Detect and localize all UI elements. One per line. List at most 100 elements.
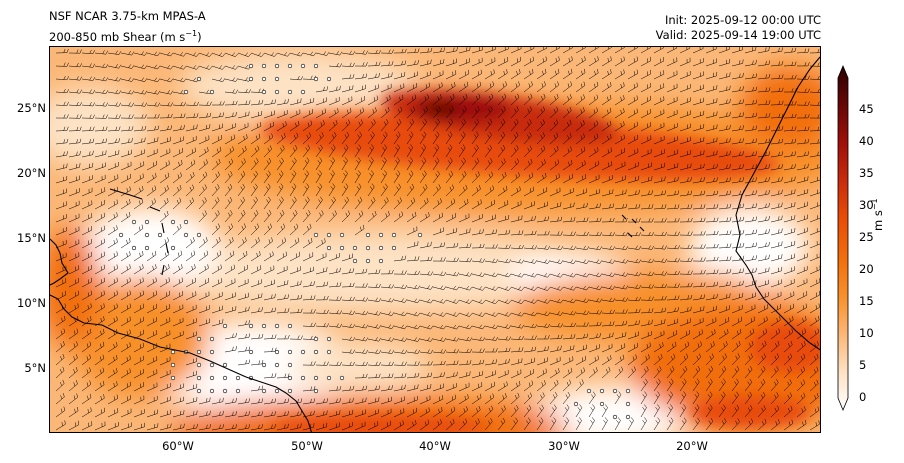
wind-barb bbox=[705, 177, 718, 184]
wind-barb bbox=[614, 354, 625, 366]
wind-barb bbox=[81, 162, 94, 171]
wind-barb bbox=[575, 188, 587, 197]
wind-barb bbox=[406, 349, 421, 354]
wind-barb bbox=[783, 151, 796, 158]
wind-barb bbox=[718, 353, 727, 366]
wind-barb bbox=[705, 317, 717, 327]
calm-marker bbox=[625, 401, 631, 407]
wind-barb bbox=[458, 406, 468, 418]
wind-barb bbox=[757, 215, 770, 223]
wind-barb bbox=[172, 383, 184, 392]
wind-barb bbox=[211, 237, 221, 249]
wind-barb bbox=[666, 83, 678, 93]
wind-barb bbox=[601, 120, 612, 132]
wind-barb bbox=[458, 118, 467, 132]
wind-barb bbox=[445, 337, 460, 342]
wind-barb bbox=[549, 245, 564, 250]
wind-barb bbox=[289, 75, 303, 81]
wind-barb bbox=[107, 199, 118, 210]
wind-barb bbox=[770, 266, 783, 275]
wind-barb bbox=[562, 379, 572, 392]
wind-barb bbox=[289, 196, 297, 210]
wind-barb bbox=[601, 56, 612, 67]
calm-marker bbox=[339, 232, 345, 238]
wind-barb bbox=[471, 299, 486, 304]
wind-barb bbox=[250, 251, 261, 262]
wind-barb bbox=[809, 48, 820, 54]
wind-barb bbox=[497, 299, 512, 304]
valid-time: Valid: 2025-09-14 19:00 UTC bbox=[655, 28, 821, 42]
calm-marker bbox=[586, 388, 592, 394]
calm-wind-markers bbox=[118, 63, 631, 420]
wind-barb bbox=[146, 160, 157, 171]
wind-barb bbox=[380, 72, 393, 80]
wind-barb bbox=[276, 398, 290, 405]
wind-barb bbox=[666, 136, 678, 145]
wind-barb bbox=[796, 62, 810, 67]
wind-barb bbox=[471, 57, 483, 67]
wind-barb bbox=[757, 138, 771, 145]
wind-barb bbox=[809, 379, 819, 392]
wind-barb bbox=[68, 150, 81, 158]
wind-barb bbox=[744, 47, 757, 54]
wind-barb bbox=[419, 118, 428, 132]
wind-barb bbox=[315, 108, 326, 119]
wind-barb bbox=[211, 52, 226, 57]
wind-barb bbox=[614, 134, 625, 145]
calm-marker bbox=[287, 63, 293, 69]
wind-barb bbox=[562, 106, 572, 119]
wind-barb bbox=[588, 133, 599, 145]
wind-barb bbox=[744, 190, 757, 197]
wind-barb bbox=[81, 290, 92, 301]
wind-barb bbox=[731, 203, 745, 210]
wind-barb bbox=[731, 404, 740, 418]
wind-barb bbox=[796, 303, 807, 314]
wind-barb bbox=[94, 264, 105, 275]
wind-barb bbox=[419, 82, 430, 93]
wind-barb bbox=[432, 395, 444, 405]
calm-marker bbox=[170, 362, 176, 368]
wind-barb bbox=[575, 245, 590, 251]
wind-barb bbox=[185, 147, 196, 158]
wind-barb bbox=[198, 112, 212, 119]
wind-barb bbox=[471, 336, 486, 342]
wind-barb bbox=[731, 177, 744, 184]
wind-barb bbox=[237, 158, 246, 171]
wind-barb bbox=[783, 303, 794, 314]
wind-barb bbox=[380, 157, 387, 171]
wind-barb bbox=[146, 343, 158, 353]
wind-barb bbox=[354, 84, 367, 93]
wind-barb bbox=[809, 420, 820, 431]
wind-barb bbox=[549, 132, 559, 145]
wind-barb bbox=[341, 196, 350, 210]
wind-barb bbox=[471, 106, 480, 119]
wind-barb bbox=[627, 331, 639, 340]
wind-barb bbox=[510, 158, 520, 171]
wind-barb bbox=[536, 132, 546, 145]
wind-barb bbox=[250, 209, 259, 223]
wind-barb bbox=[159, 185, 169, 197]
wind-barb bbox=[536, 404, 545, 418]
colorbar-tick-15: 15 bbox=[859, 294, 874, 308]
wind-barb bbox=[211, 264, 222, 275]
wind-barb bbox=[614, 417, 621, 431]
wind-barb bbox=[770, 100, 784, 106]
field-title-exponent: −1 bbox=[185, 29, 198, 38]
wind-barb bbox=[458, 312, 473, 317]
calm-marker bbox=[170, 375, 176, 381]
wind-barb bbox=[653, 283, 667, 289]
wind-barb bbox=[666, 365, 675, 379]
wind-barb bbox=[796, 151, 809, 158]
wind-barb bbox=[718, 85, 731, 93]
wind-barb bbox=[354, 310, 369, 316]
wind-barb bbox=[523, 186, 534, 197]
wind-barb bbox=[718, 190, 732, 197]
wind-barb bbox=[432, 157, 440, 171]
wind-barb bbox=[289, 183, 297, 197]
wind-barb bbox=[185, 159, 196, 171]
calm-marker bbox=[183, 89, 189, 95]
wind-barb bbox=[94, 251, 105, 262]
wind-barb bbox=[172, 304, 184, 314]
wind-barb bbox=[549, 202, 562, 210]
wind-barb bbox=[497, 93, 507, 106]
